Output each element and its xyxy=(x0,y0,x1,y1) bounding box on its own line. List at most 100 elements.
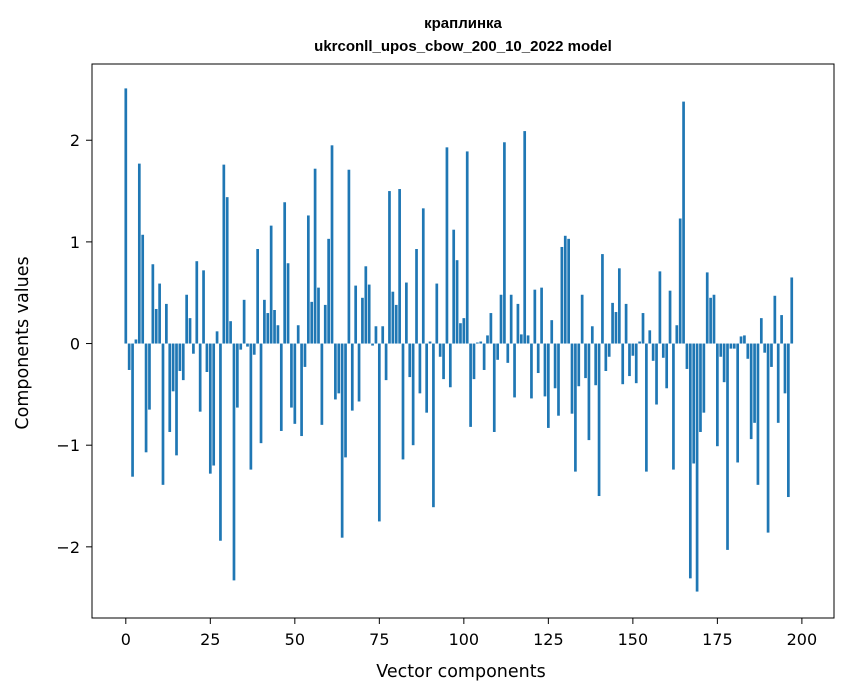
bar-144 xyxy=(611,302,614,344)
bar-120 xyxy=(530,343,533,399)
bar-80 xyxy=(394,304,398,344)
bar-42 xyxy=(266,313,270,344)
bar-12 xyxy=(165,303,168,344)
bar-64 xyxy=(340,343,344,538)
bar-184 xyxy=(746,343,750,359)
bar-182 xyxy=(739,336,743,344)
bar-83 xyxy=(405,282,408,344)
bar-194 xyxy=(780,315,783,344)
bar-96 xyxy=(448,343,452,388)
bar-97 xyxy=(452,229,456,344)
bar-46 xyxy=(279,343,283,431)
bar-102 xyxy=(469,343,472,427)
bar-100 xyxy=(462,318,466,344)
x-tick-label-75: 75 xyxy=(369,630,389,649)
bar-20 xyxy=(192,343,195,354)
bar-86 xyxy=(415,249,418,344)
bar-1 xyxy=(127,343,131,370)
x-axis-label: Vector components xyxy=(376,662,545,682)
y-axis-label: Components values xyxy=(13,256,33,429)
bar-137 xyxy=(587,343,591,441)
bar-41 xyxy=(263,299,266,344)
bar-2 xyxy=(131,343,134,477)
bar-166 xyxy=(685,343,689,369)
bar-40 xyxy=(259,343,263,444)
bar-132 xyxy=(570,343,574,414)
bar-116 xyxy=(516,303,520,344)
y-tick-label-0: 0 xyxy=(70,335,80,354)
bar-114 xyxy=(509,294,513,344)
bar-91 xyxy=(432,343,435,508)
bar-39 xyxy=(256,249,259,344)
bar-138 xyxy=(590,326,594,344)
bar-31 xyxy=(229,321,232,344)
bar-103 xyxy=(472,343,476,380)
bar-164 xyxy=(678,218,682,344)
bar-6 xyxy=(144,343,148,453)
bar-189 xyxy=(763,343,767,353)
bar-191 xyxy=(770,343,773,367)
x-tick-label-0: 0 xyxy=(121,630,131,649)
bar-145 xyxy=(614,312,618,344)
bar-45 xyxy=(276,325,280,344)
bar-124 xyxy=(543,343,547,397)
bar-171 xyxy=(702,343,706,413)
bar-165 xyxy=(682,101,685,344)
bar-13 xyxy=(168,343,172,432)
bar-181 xyxy=(736,343,740,463)
bar-77 xyxy=(384,343,388,381)
bar-17 xyxy=(181,343,185,381)
bar-4 xyxy=(137,163,141,344)
bar-87 xyxy=(418,343,422,394)
bar-197 xyxy=(790,277,794,344)
bar-63 xyxy=(337,343,341,394)
bar-170 xyxy=(699,343,702,432)
bar-118 xyxy=(523,131,527,344)
bar-71 xyxy=(364,266,368,344)
bars-group xyxy=(124,88,794,592)
bar-25 xyxy=(208,343,212,474)
bar-53 xyxy=(303,343,307,367)
bar-78 xyxy=(388,191,391,344)
bar-15 xyxy=(175,343,178,456)
bar-22 xyxy=(198,343,202,412)
bar-82 xyxy=(401,343,405,460)
bar-193 xyxy=(776,343,780,423)
bar-112 xyxy=(503,142,506,344)
bar-133 xyxy=(574,343,577,472)
bar-147 xyxy=(621,343,625,385)
bar-130 xyxy=(563,235,567,344)
bar-37 xyxy=(249,343,253,470)
bar-115 xyxy=(513,343,516,398)
bar-29 xyxy=(222,164,226,344)
bar-187 xyxy=(756,343,760,485)
bar-67 xyxy=(350,343,354,411)
bar-125 xyxy=(547,343,550,428)
bar-134 xyxy=(577,343,581,387)
x-tick-label-125: 125 xyxy=(533,630,564,649)
bar-172 xyxy=(705,272,709,344)
bar-168 xyxy=(692,343,696,464)
bar-55 xyxy=(310,301,314,344)
bar-9 xyxy=(154,308,158,344)
bar-28 xyxy=(219,343,222,541)
bar-27 xyxy=(215,331,219,344)
bar-107 xyxy=(486,335,489,344)
bar-196 xyxy=(787,343,790,498)
bar-11 xyxy=(161,343,165,485)
bar-60 xyxy=(327,238,330,344)
bar-30 xyxy=(225,197,229,344)
bar-180 xyxy=(732,343,736,349)
bar-43 xyxy=(269,225,273,344)
bar-72 xyxy=(367,284,371,344)
bar-140 xyxy=(597,343,601,497)
bar-49 xyxy=(290,343,293,408)
bar-10 xyxy=(158,283,161,344)
bar-176 xyxy=(719,343,723,357)
bar-122 xyxy=(536,343,540,374)
bar-163 xyxy=(675,325,679,344)
x-tick-label-150: 150 xyxy=(618,630,649,649)
bar-156 xyxy=(651,343,655,361)
bar-129 xyxy=(560,246,564,344)
